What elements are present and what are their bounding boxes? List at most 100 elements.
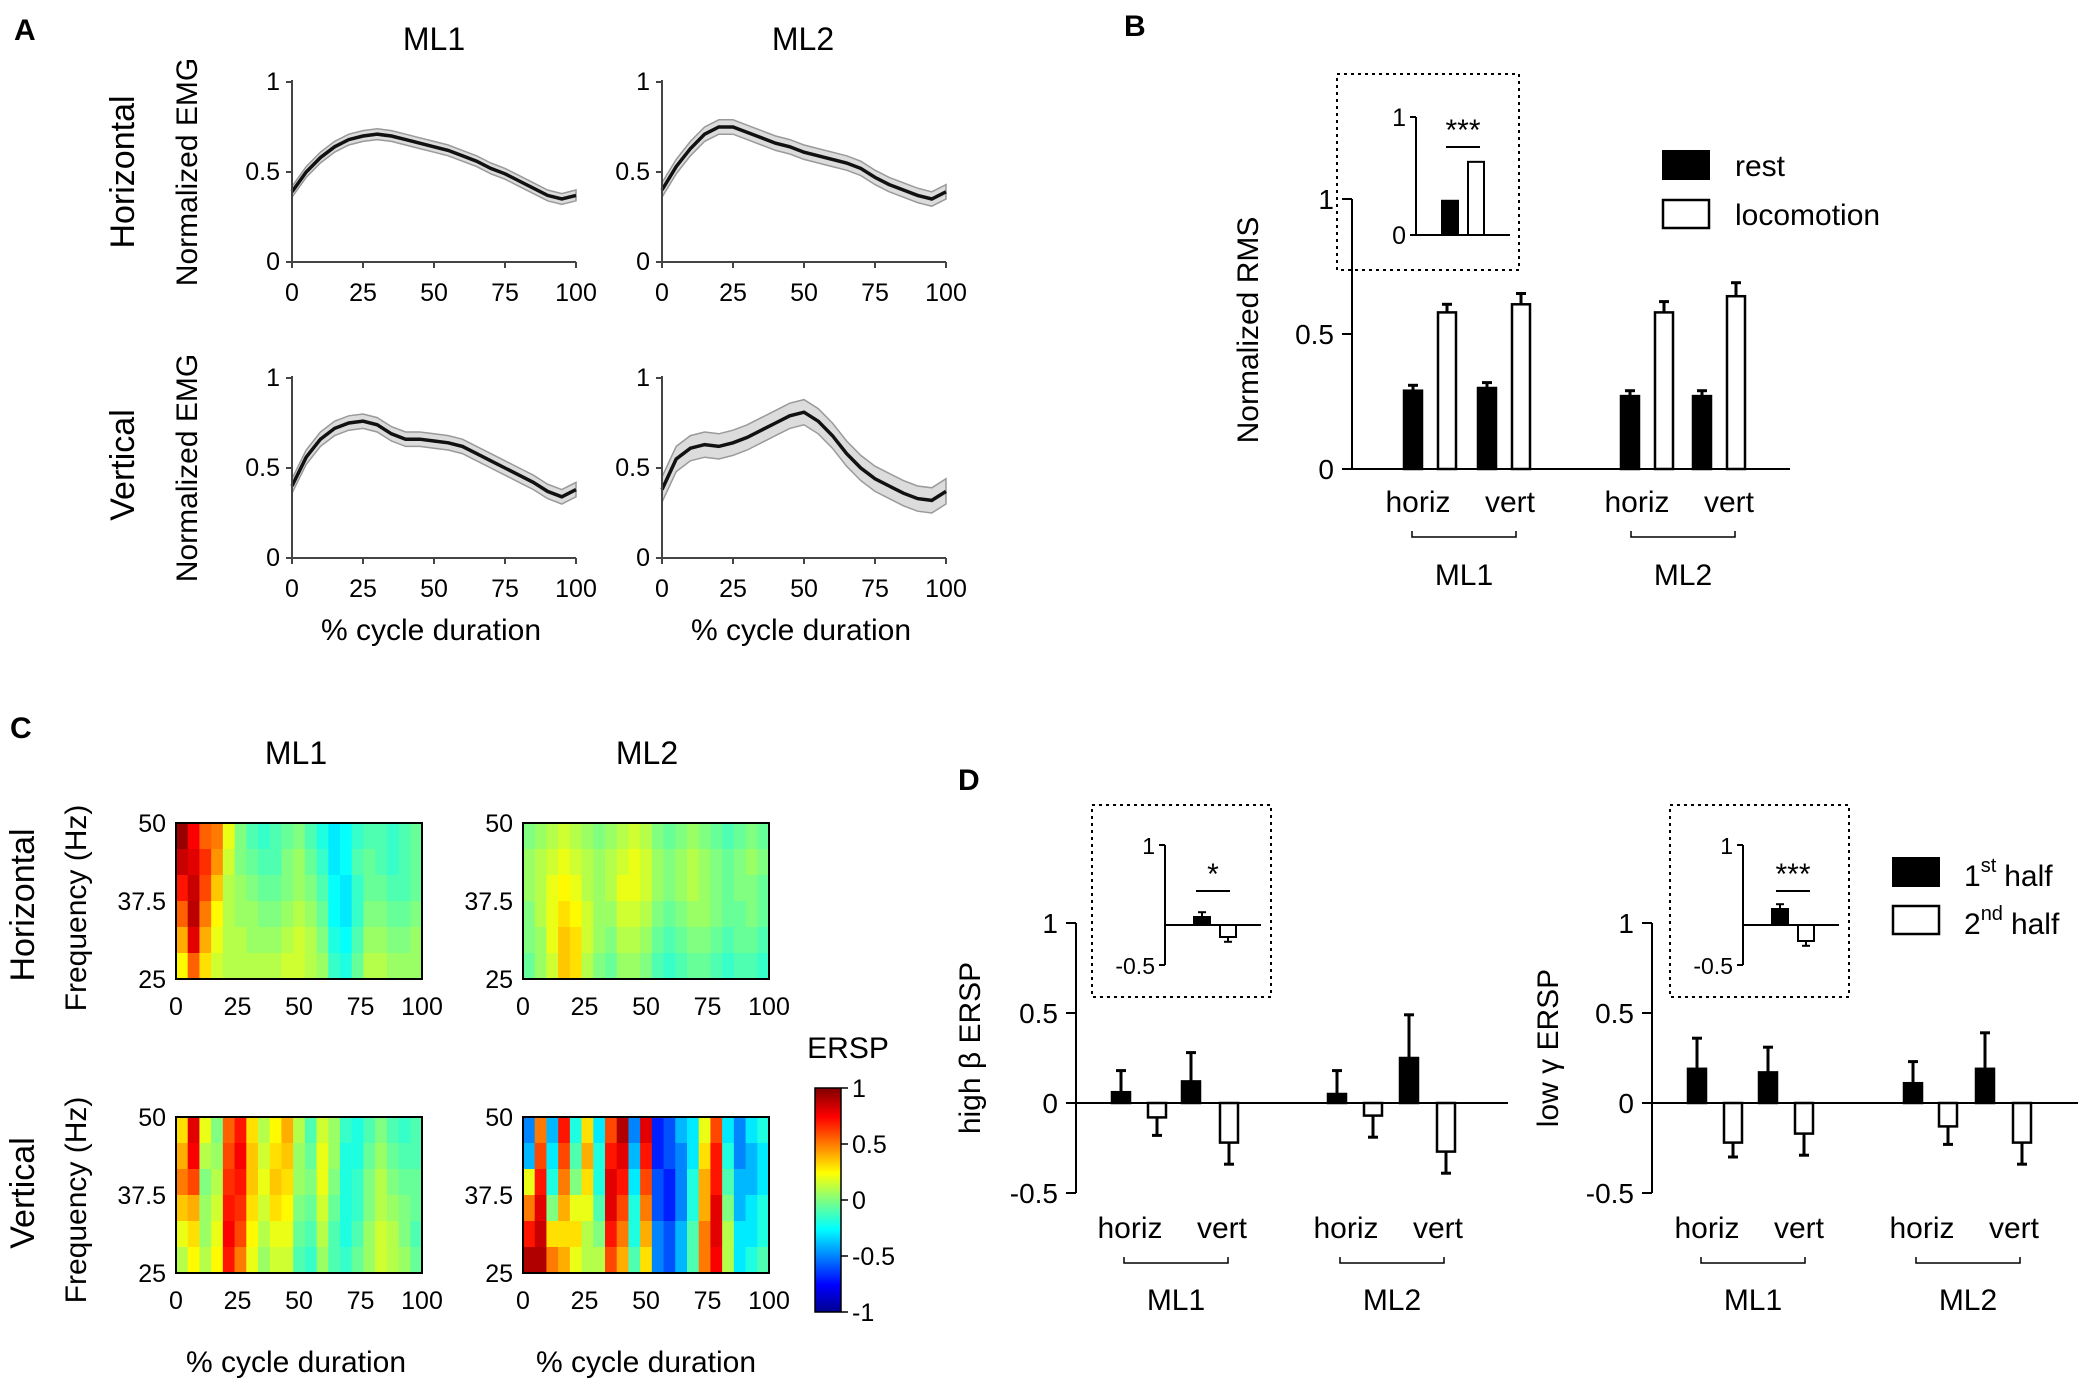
heatmap-cell bbox=[616, 1143, 630, 1170]
inset-sig-label: *** bbox=[1775, 858, 1810, 891]
heatmap-cell bbox=[733, 1117, 747, 1144]
heatmap-x-tick-label: 50 bbox=[285, 1287, 313, 1315]
heatmap-cell bbox=[687, 1195, 700, 1222]
heatmap-x-tick-label: 25 bbox=[224, 993, 252, 1021]
heatmap-cell bbox=[628, 901, 641, 928]
condition-label-vert: vert bbox=[1774, 1212, 1825, 1245]
heatmap-cell bbox=[304, 849, 318, 876]
heatmap-cell bbox=[733, 1195, 747, 1222]
panel-c-col-title-ml1: ML1 bbox=[265, 735, 327, 771]
heatmap-cell bbox=[546, 1195, 559, 1222]
heatmap-x-tick-label: 25 bbox=[571, 993, 599, 1021]
heatmap-cell bbox=[675, 1195, 688, 1222]
heatmap-cell bbox=[733, 875, 747, 902]
bar-2nd-half-1 bbox=[1793, 1101, 1815, 1135]
heatmap-y-tick-label: 25 bbox=[485, 966, 513, 994]
heatmap-cell bbox=[222, 1143, 236, 1170]
bar-rest-3 bbox=[1691, 394, 1713, 471]
heatmap-cell bbox=[410, 849, 423, 876]
heatmap-cell bbox=[258, 953, 271, 980]
heatmap-cell bbox=[234, 823, 247, 850]
heatmap-cell bbox=[628, 927, 641, 954]
panel-b-inset-frame bbox=[1336, 73, 1520, 271]
heatmap-cell bbox=[569, 1195, 583, 1222]
heatmap-cell bbox=[569, 1143, 583, 1170]
y-tick-label: 0 bbox=[636, 544, 650, 572]
heatmap-y-tick-label: 50 bbox=[485, 810, 513, 838]
heatmap-cell bbox=[687, 875, 700, 902]
heatmap-cell bbox=[605, 1143, 618, 1170]
heatmap-cell bbox=[199, 849, 212, 876]
heatmap-cell bbox=[757, 849, 770, 876]
condition-label-vert: vert bbox=[1704, 486, 1755, 519]
heatmap-cell bbox=[687, 1117, 700, 1144]
heatmap-cell bbox=[176, 875, 189, 902]
heatmap-cell bbox=[722, 849, 735, 876]
heatmap-cell bbox=[605, 1117, 618, 1144]
line-plot-a-ml1-horizontal: 0 0.5 1 0 25 50 75 100 bbox=[245, 68, 597, 307]
inset-bar-rest bbox=[1441, 199, 1459, 236]
inset-y-tick-label: 0 bbox=[1392, 222, 1406, 250]
heatmap-cell bbox=[675, 1143, 688, 1170]
panel-d-right-ylabel: low γ ERSP bbox=[1532, 969, 1565, 1127]
heatmap-cell bbox=[246, 953, 259, 980]
heatmap-cell bbox=[733, 1247, 747, 1274]
heatmap-cell bbox=[234, 1117, 247, 1144]
heatmap-cell bbox=[534, 1195, 548, 1222]
heatmap-cell bbox=[569, 953, 583, 980]
heatmap-cell bbox=[710, 1195, 723, 1222]
heatmap-cell bbox=[687, 927, 700, 954]
group-bracket bbox=[1915, 1257, 2021, 1264]
legend-second-sup: nd bbox=[1981, 903, 2003, 925]
heatmap-cell bbox=[363, 901, 376, 928]
y-tick-label: 0.5 bbox=[245, 454, 280, 482]
heatmap-cell bbox=[258, 849, 271, 876]
heatmap-cell bbox=[675, 953, 688, 980]
bar-1st-half-2 bbox=[1902, 1081, 1924, 1105]
heatmap-cell bbox=[722, 1195, 735, 1222]
heatmap-cell bbox=[745, 1169, 758, 1196]
condition-label-vert: vert bbox=[1485, 486, 1536, 519]
heatmap-cell bbox=[546, 1221, 559, 1248]
group-label: ML1 bbox=[1147, 1284, 1205, 1317]
panel-label-b: B bbox=[1124, 10, 1146, 43]
heatmap-cell bbox=[258, 1195, 271, 1222]
heatmap-cell bbox=[246, 875, 259, 902]
group-label: ML2 bbox=[1363, 1284, 1421, 1317]
heatmap-cell bbox=[351, 953, 365, 980]
heatmap-cell bbox=[523, 875, 536, 902]
heatmap-cell bbox=[293, 1117, 306, 1144]
bar-1st-half-3 bbox=[1398, 1056, 1420, 1105]
bar-locomotion-0 bbox=[1436, 311, 1458, 471]
heatmap-cell bbox=[605, 953, 618, 980]
heatmap-cell bbox=[386, 823, 400, 850]
heatmap-cell bbox=[316, 1221, 329, 1248]
heatmap-cell bbox=[733, 1169, 747, 1196]
panel-c-xlabel-ml1: % cycle duration bbox=[186, 1346, 406, 1379]
y-tick-label: -0.5 bbox=[1010, 1178, 1058, 1209]
x-tick-label: 0 bbox=[655, 279, 669, 307]
panel-a-xlabel-ml1: % cycle duration bbox=[321, 614, 541, 647]
heatmap-frame bbox=[522, 822, 770, 980]
heatmap-cell bbox=[651, 1195, 665, 1222]
heatmap-cell bbox=[199, 901, 212, 928]
heatmap-cell bbox=[328, 953, 341, 980]
legend-second-word: half bbox=[2011, 908, 2060, 941]
heatmap-cell bbox=[187, 849, 201, 876]
heatmap-cell bbox=[534, 927, 548, 954]
legend-swatch-locomotion bbox=[1661, 198, 1711, 230]
heatmap-cell bbox=[211, 953, 224, 980]
heatmap-cell bbox=[757, 1169, 770, 1196]
colorbar-tick-label: 1 bbox=[852, 1075, 866, 1103]
heatmap-cell bbox=[523, 1117, 536, 1144]
heatmap-cell bbox=[328, 901, 341, 928]
heatmap-cell bbox=[340, 823, 353, 850]
y-tick-label: 1 bbox=[1318, 184, 1334, 215]
heatmap-cell bbox=[593, 927, 606, 954]
heatmap-cell bbox=[211, 901, 224, 928]
heatmap-cell bbox=[605, 823, 618, 850]
inset-bar-0 bbox=[1193, 916, 1211, 926]
heatmap-cell bbox=[722, 875, 735, 902]
heatmap-cell bbox=[211, 927, 224, 954]
